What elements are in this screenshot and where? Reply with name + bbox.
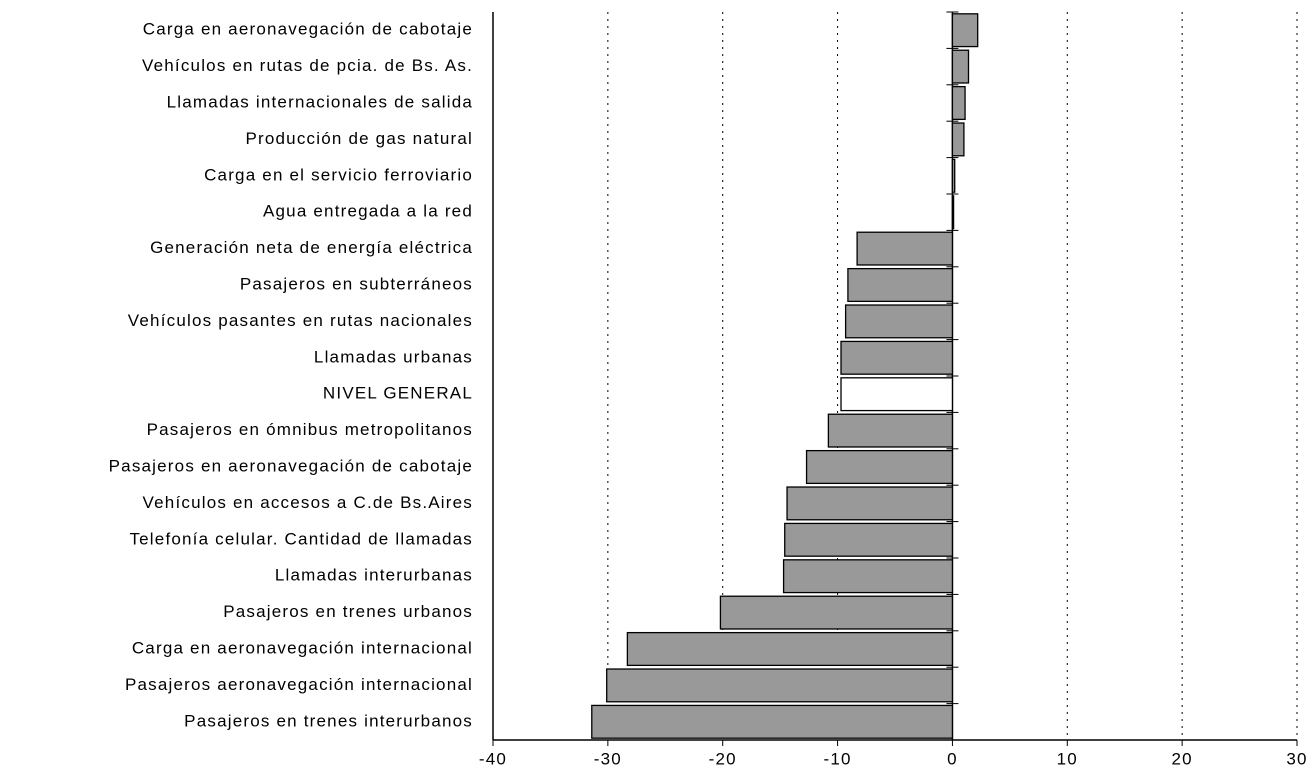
- y-tick-label: Producción de gas natural: [245, 129, 473, 148]
- bar: [840, 377, 954, 412]
- bar: [951, 195, 955, 230]
- y-tick-label: Vehículos en rutas de pcia. de Bs. As.: [142, 56, 473, 75]
- bar: [847, 267, 954, 303]
- x-tick-label: -30: [594, 749, 622, 768]
- bar: [606, 668, 954, 703]
- bar: [805, 449, 954, 485]
- x-tick-label: 10: [1057, 749, 1078, 768]
- y-tick-label: Pasajeros aeronavegación internacional: [125, 675, 473, 694]
- x-tick-label: -40: [479, 749, 507, 768]
- y-tick-label: Telefonía celular. Cantidad de llamadas: [129, 529, 473, 548]
- bar: [951, 85, 966, 121]
- y-tick-label: Vehículos en accesos a C.de Bs.Aires: [143, 493, 473, 512]
- bar: [840, 340, 954, 375]
- bar: [951, 158, 956, 193]
- bar: [626, 631, 954, 667]
- bar: [827, 413, 954, 448]
- y-tick-label: Generación neta de energía eléctrica: [150, 238, 473, 257]
- x-tick-label: 20: [1171, 749, 1192, 768]
- x-tick-label: 30: [1286, 749, 1307, 768]
- bar: [951, 122, 965, 157]
- y-tick-label: Carga en aeronavegación internacional: [132, 638, 473, 657]
- bar: [784, 522, 954, 557]
- bar: [951, 49, 970, 84]
- bar: [856, 231, 954, 266]
- y-tick-label: NIVEL GENERAL: [323, 384, 473, 403]
- bar: [951, 13, 979, 48]
- bar: [844, 304, 954, 339]
- bar: [591, 704, 954, 739]
- y-tick-label: Pasajeros en trenes interurbanos: [184, 711, 473, 730]
- x-tick-label: -20: [709, 749, 737, 768]
- bar: [786, 486, 954, 521]
- bar: [719, 595, 954, 630]
- y-tick-label: Pasajeros en subterráneos: [240, 274, 473, 293]
- y-tick-label: Vehículos pasantes en rutas nacionales: [128, 311, 473, 330]
- y-tick-label: Pasajeros en ómnibus metropolitanos: [147, 420, 473, 439]
- y-tick-label: Pasajeros en aeronavegación de cabotaje: [109, 456, 473, 475]
- y-tick-label: Carga en aeronavegación de cabotaje: [143, 20, 473, 39]
- y-tick-label: Pasajeros en trenes urbanos: [223, 602, 473, 621]
- y-tick-label: Agua entregada a la red: [263, 202, 473, 221]
- y-tick-label: Llamadas urbanas: [314, 347, 473, 366]
- x-tick-label: -10: [823, 749, 851, 768]
- y-tick-label: Llamadas internacionales de salida: [167, 92, 473, 111]
- y-tick-label: Carga en el servicio ferroviario: [204, 165, 473, 184]
- y-tick-label: Llamadas interurbanas: [275, 566, 473, 585]
- x-tick-label: 0: [947, 749, 958, 768]
- bar: [782, 559, 954, 594]
